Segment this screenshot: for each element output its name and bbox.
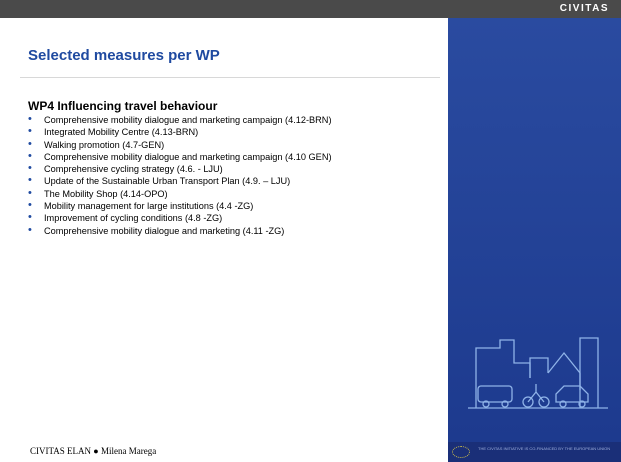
bullet-item: Mobility management for large institutio… — [28, 199, 332, 212]
brand: CIVITAS — [559, 3, 609, 14]
bullet-list: Comprehensive mobility dialogue and mark… — [28, 113, 332, 237]
bullet-item: Comprehensive mobility dialogue and mark… — [28, 150, 332, 163]
bullet-item: Comprehensive cycling strategy (4.6. - L… — [28, 162, 332, 175]
side-panel — [448, 18, 621, 442]
bullet-item: Walking promotion (4.7-GEN) — [28, 138, 332, 151]
eu-strip: THE CIVITAS INITIATIVE IS CO-FINANCED BY… — [448, 442, 621, 462]
slide-title: Selected measures per WP — [28, 47, 220, 64]
section-heading: WP4 Influencing travel behaviour — [28, 99, 218, 113]
bullet-item: Update of the Sustainable Urban Transpor… — [28, 174, 332, 187]
eu-flag — [452, 446, 470, 458]
footer-text: CIVITAS ELAN ● Milena Marega — [30, 446, 157, 456]
eu-note: THE CIVITAS INITIATIVE IS CO-FINANCED BY… — [478, 446, 611, 451]
city-illustration — [468, 337, 608, 409]
bullet-item: Improvement of cycling conditions (4.8 -… — [28, 211, 332, 224]
bullet-item: Integrated Mobility Centre (4.13-BRN) — [28, 125, 332, 138]
divider — [20, 77, 440, 78]
bullet-item: Comprehensive mobility dialogue and mark… — [28, 224, 332, 237]
bullet-item: The Mobility Shop (4.14-OPO) — [28, 187, 332, 200]
top-bar: CIVITAS — [0, 0, 621, 18]
bullet-item: Comprehensive mobility dialogue and mark… — [28, 113, 332, 126]
